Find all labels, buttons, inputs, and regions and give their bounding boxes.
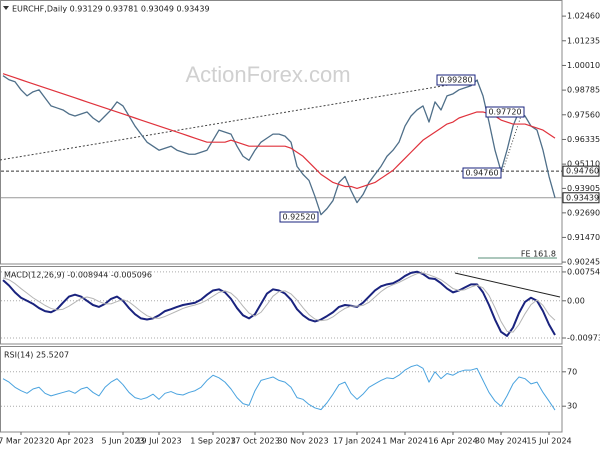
x-tick-label: 7 Mar 2023	[0, 437, 44, 446]
series-line	[2, 364, 556, 411]
menu-icon	[3, 6, 9, 10]
x-tick-label: 19 Jul 2023	[136, 437, 181, 446]
y-tick-label: 0.90245	[567, 258, 600, 267]
y-tick-label: 0.93905	[567, 184, 600, 193]
x-tick-label: 20 Apr 2023	[44, 437, 93, 446]
x-tick-label: 17 Oct 2023	[230, 437, 279, 446]
x-tick-label: 30 May 2024	[475, 437, 527, 446]
annotation-box	[462, 167, 502, 179]
x-tick-label: 16 Apr 2024	[428, 437, 477, 446]
panel-title: EURCHF,Daily 0.93129 0.93781 0.93049 0.9…	[12, 5, 210, 14]
y-tick-label: -0.00973	[567, 333, 600, 342]
x-tick-label: 5 Jun 2023	[101, 437, 144, 446]
y-tick-label: 1.02460	[567, 12, 600, 21]
trendline	[0, 79, 479, 161]
y-tick-label: 0.96335	[567, 135, 600, 144]
annotation: 0.97720	[488, 108, 521, 117]
y-tick-label: 1.01235	[567, 36, 600, 45]
series-line	[2, 75, 556, 216]
y-tick-label: 70	[567, 367, 577, 376]
annotation: 0.92520	[282, 213, 315, 222]
annotation-box	[279, 211, 319, 223]
panel-title: MACD(12,26,9) -0.008944 -0.005096	[4, 271, 152, 280]
y-tick-label: 0.00	[567, 296, 585, 305]
y-tick-label: 0.91470	[567, 233, 600, 242]
x-tick-label: 30 Nov 2023	[277, 437, 328, 446]
level-box	[562, 192, 600, 204]
series-line	[2, 270, 556, 337]
annotation: FE 161.8	[521, 250, 556, 259]
x-tick-label: 17 Jan 2024	[333, 437, 381, 446]
trendline	[502, 112, 523, 171]
x-tick-label: 1 Sep 2023	[190, 437, 236, 446]
y-tick-label: 1.00010	[567, 61, 600, 70]
x-tick-label: 15 Jul 2024	[526, 437, 571, 446]
annotation-box	[436, 74, 476, 86]
series-line	[2, 73, 556, 190]
y-tick-label: 30	[567, 402, 577, 411]
macd-panel	[0, 266, 563, 345]
annotation: 0.99280	[439, 76, 472, 85]
panel-title: RSI(14) 25.5207	[4, 351, 69, 360]
y-tick-label: 0.98785	[567, 86, 600, 95]
y-tick-label: 0.95110	[567, 160, 600, 169]
annotation: 0.94760	[465, 169, 498, 178]
annotation-box	[485, 106, 525, 118]
price-panel	[0, 0, 563, 265]
series-line	[2, 272, 556, 333]
level-box	[562, 165, 600, 177]
x-tick-label: 1 Mar 2024	[382, 437, 428, 446]
y-tick-label: 0.97560	[567, 110, 600, 119]
macd-trendline	[454, 272, 561, 298]
rsi-panel	[0, 346, 563, 433]
y-tick-label: 0.92690	[567, 208, 600, 217]
level-label: 0.94760	[566, 167, 599, 176]
y-tick-label: 0.007548	[567, 267, 600, 276]
watermark: ActionForex.com	[185, 62, 350, 87]
level-label: 0.93439	[566, 193, 599, 202]
